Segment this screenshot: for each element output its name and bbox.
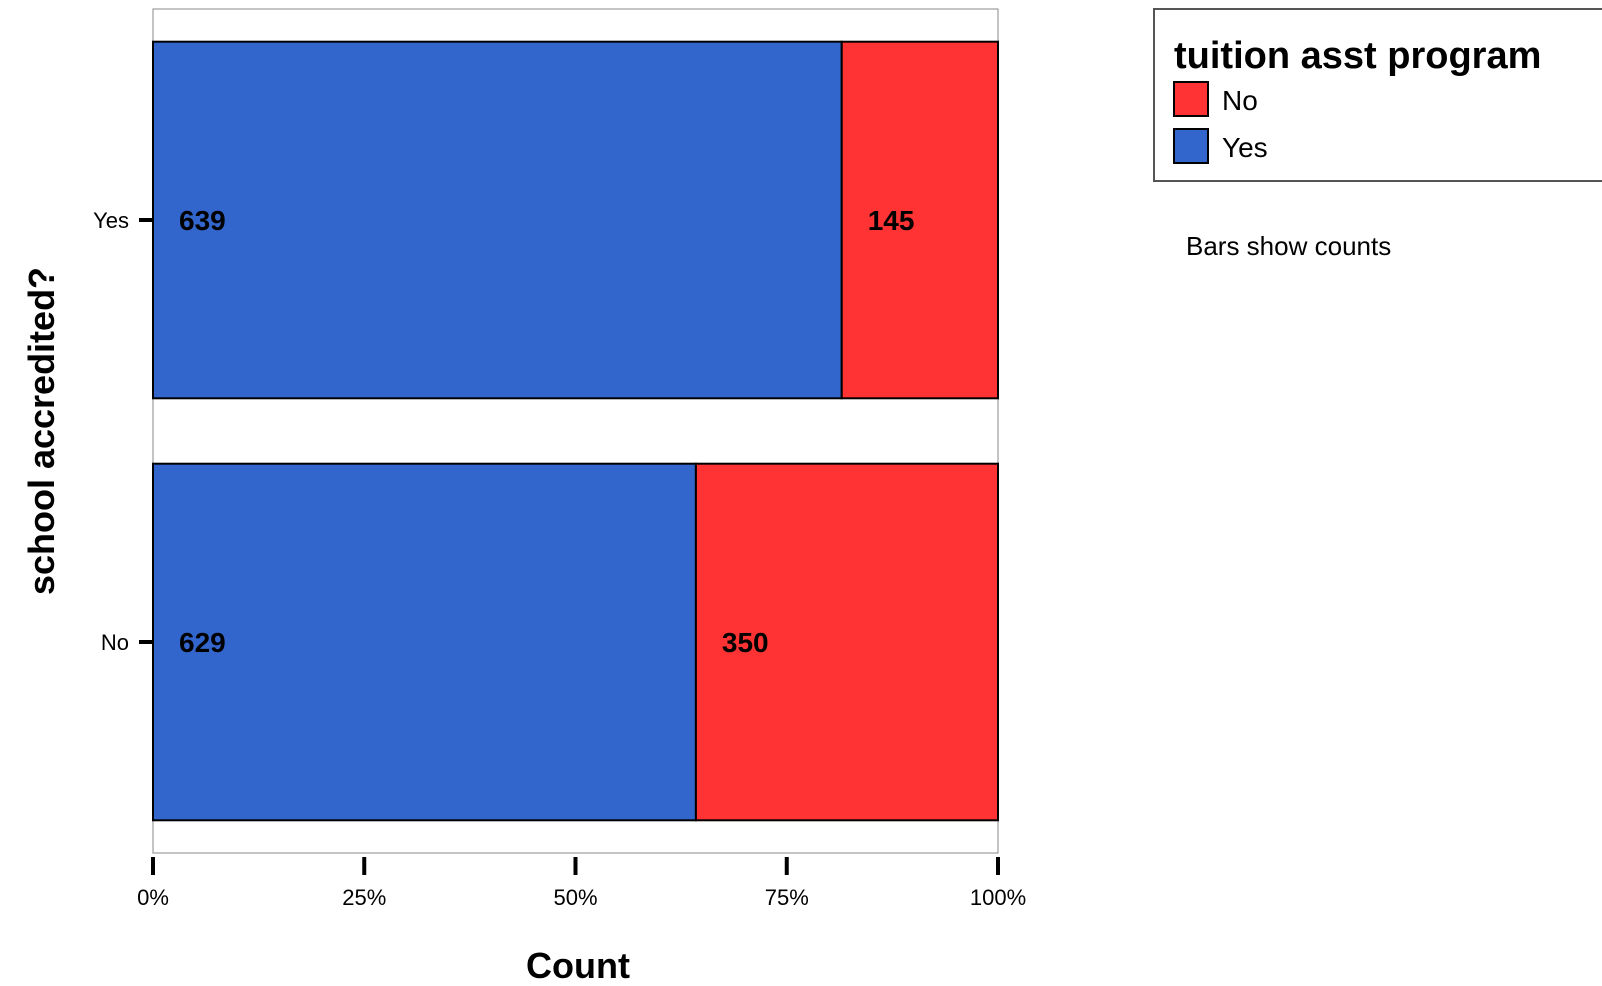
x-tick-label-2: 50% [553,885,597,910]
x-tick-label-4: 100% [970,885,1026,910]
x-tick-label-3: 75% [765,885,809,910]
y-tick-label-no: No [101,630,129,655]
bar-labels-group: 639 145 629 350 [179,205,914,658]
y-tick-label-yes: Yes [93,208,129,233]
legend-label-no: No [1222,85,1258,116]
y-axis: Yes No [93,208,153,655]
legend-title: tuition asst program [1174,35,1541,77]
bars-group [152,40,1000,822]
bar-label-yes-no: 145 [868,205,915,236]
bar-yes-yes [152,40,843,400]
bar-yes-no [840,40,1000,400]
legend: tuition asst program No Yes [1153,8,1602,182]
bar-label-yes-yes: 639 [179,205,226,236]
x-tick-label-1: 25% [342,885,386,910]
legend-label-yes: Yes [1222,132,1268,163]
x-tick-label-0: 0% [137,885,169,910]
y-axis-title: school accredited? [21,267,62,595]
bar-label-no-no: 350 [722,627,769,658]
legend-swatch-yes [1173,128,1209,164]
bar-label-no-yes: 629 [179,627,226,658]
legend-swatch-no [1173,81,1209,117]
bar-no-yes [152,462,697,822]
bar-no-no [694,462,999,822]
chart-note: Bars show counts [1186,231,1391,261]
x-axis: 0% 25% 50% 75% 100% [137,857,1026,910]
legend-frame [1153,8,1602,182]
x-axis-title: Count [526,945,630,986]
